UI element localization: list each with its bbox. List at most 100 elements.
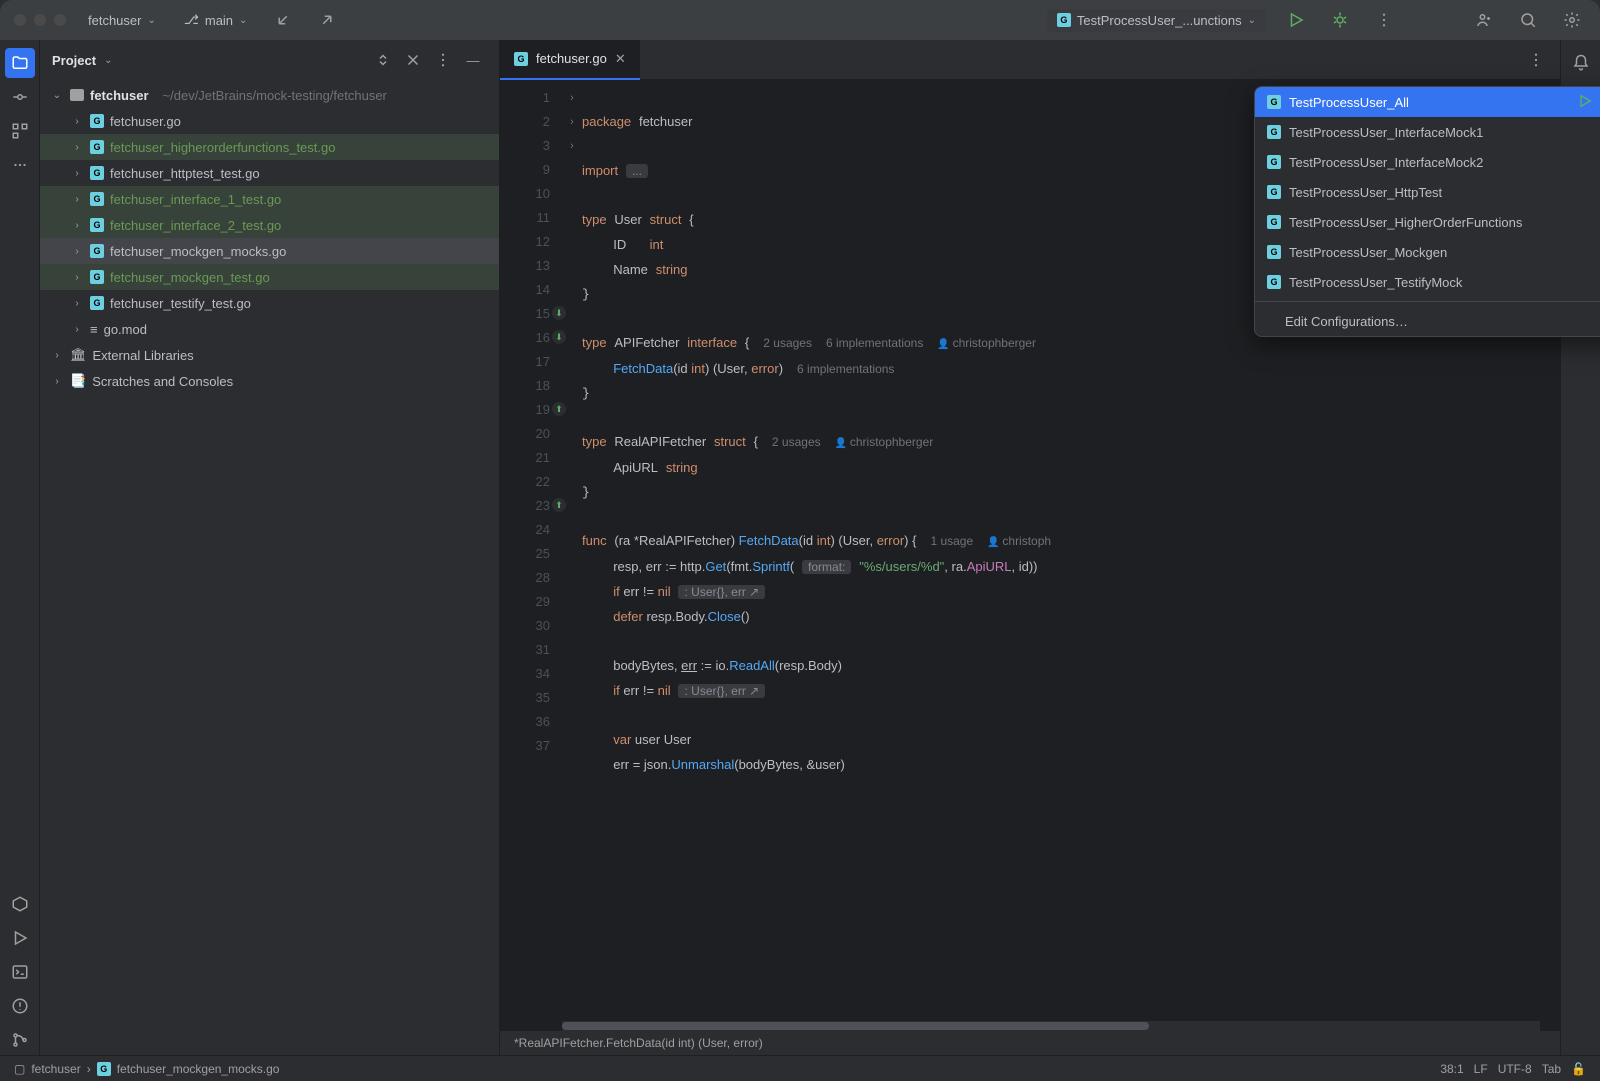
chevron-down-icon[interactable]: ⌄ <box>104 55 112 66</box>
tree-root[interactable]: ⌄ fetchuser ~/dev/JetBrains/mock-testing… <box>40 82 499 108</box>
tab-label: fetchuser.go <box>536 51 607 66</box>
expand-icon[interactable]: › <box>70 272 84 283</box>
tree-file[interactable]: ›Gfetchuser_testify_test.go <box>40 290 499 316</box>
expand-icon[interactable]: › <box>70 298 84 309</box>
breadcrumb[interactable]: ▢ fetchuser › G fetchuser_mockgen_mocks.… <box>14 1062 279 1076</box>
expand-icon[interactable]: › <box>70 194 84 205</box>
hide-panel-icon[interactable]: — <box>459 46 487 74</box>
expand-icon[interactable]: › <box>70 324 84 335</box>
fold-column[interactable]: ››› <box>562 80 582 802</box>
debug-button[interactable] <box>1326 6 1354 34</box>
expand-icon[interactable]: › <box>70 246 84 257</box>
chevron-down-icon: ⌄ <box>239 15 247 26</box>
scratch-label: Scratches and Consoles <box>92 374 233 389</box>
run-config-item[interactable]: GTestProcessUser_InterfaceMock2 <box>1255 147 1600 177</box>
file-label: fetchuser_interface_2_test.go <box>110 218 281 233</box>
services-tool-button[interactable] <box>5 889 35 919</box>
code-with-me-icon[interactable] <box>1470 6 1498 34</box>
collapse-icon[interactable] <box>399 46 427 74</box>
run-config-item[interactable]: GTestProcessUser_HigherOrderFunctions <box>1255 207 1600 237</box>
close-tab-icon[interactable]: ✕ <box>615 51 626 67</box>
external-libraries[interactable]: › 🏛 External Libraries <box>40 342 499 368</box>
tree-file[interactable]: ›Gfetchuser_mockgen_test.go <box>40 264 499 290</box>
run-tool-button[interactable] <box>5 923 35 953</box>
tree-file[interactable]: ›Gfetchuser_higherorderfunctions_test.go <box>40 134 499 160</box>
file-label: fetchuser.go <box>110 114 181 129</box>
tree-file[interactable]: › ≡ go.mod <box>40 316 499 342</box>
structure-tool-button[interactable] <box>5 116 35 146</box>
notifications-icon[interactable] <box>1566 48 1596 78</box>
go-file-icon: G <box>90 114 104 128</box>
search-icon[interactable] <box>1514 6 1542 34</box>
run-config-item[interactable]: GTestProcessUser_HttpTest <box>1255 177 1600 207</box>
tree-file[interactable]: ›Gfetchuser_mockgen_mocks.go <box>40 238 499 264</box>
minimize-window[interactable] <box>34 14 46 26</box>
expand-icon[interactable]: › <box>70 168 84 179</box>
panel-more-icon[interactable] <box>429 46 457 74</box>
maximize-window[interactable] <box>54 14 66 26</box>
file-label: go.mod <box>104 322 147 337</box>
tree-file[interactable]: › Gfetchuser_interface_1_test.go <box>40 186 499 212</box>
git-branch-selector[interactable]: ⎇ main ⌄ <box>178 8 254 32</box>
terminal-tool-button[interactable] <box>5 957 35 987</box>
expand-icon[interactable]: › <box>70 220 84 231</box>
select-file-icon[interactable] <box>369 46 397 74</box>
tree-file[interactable]: ›Gfetchuser_httptest_test.go <box>40 160 499 186</box>
mod-icon: ≡ <box>90 322 98 337</box>
project-panel-header: Project ⌄ — <box>40 40 499 80</box>
run-button[interactable] <box>1282 6 1310 34</box>
module-icon: ▢ <box>14 1062 25 1076</box>
config-label: TestProcessUser_Mockgen <box>1289 245 1447 260</box>
chevron-down-icon: ⌄ <box>147 15 155 26</box>
outgoing-icon[interactable] <box>313 6 341 34</box>
run-config-item[interactable]: GTestProcessUser_All <box>1255 87 1600 117</box>
line-gutter: 1239101112131415⬇16⬇171819⬆20212223⬆2425… <box>500 80 562 802</box>
expand-icon[interactable]: › <box>70 116 84 127</box>
line-ending[interactable]: LF <box>1474 1062 1488 1076</box>
run-config-item[interactable]: GTestProcessUser_InterfaceMock1 <box>1255 117 1600 147</box>
project-tree[interactable]: ⌄ fetchuser ~/dev/JetBrains/mock-testing… <box>40 80 499 1055</box>
chevron-down-icon: ⌄ <box>1248 15 1256 26</box>
horizontal-scrollbar[interactable] <box>562 1021 1540 1031</box>
commit-tool-button[interactable] <box>5 82 35 112</box>
scratches-consoles[interactable]: › 📑 Scratches and Consoles <box>40 368 499 394</box>
run-config-selector[interactable]: G TestProcessUser_...unctions ⌄ <box>1047 9 1266 32</box>
tab-more-icon[interactable] <box>1522 46 1550 74</box>
more-actions-button[interactable] <box>1370 6 1398 34</box>
settings-icon[interactable] <box>1558 6 1586 34</box>
go-file-icon: G <box>97 1062 111 1076</box>
tree-file[interactable]: › Gfetchuser.go <box>40 108 499 134</box>
editor-tab[interactable]: G fetchuser.go ✕ <box>500 40 640 80</box>
readonly-lock-icon[interactable]: 🔓 <box>1571 1062 1586 1076</box>
file-label: fetchuser_interface_1_test.go <box>110 192 281 207</box>
run-config-item[interactable]: GTestProcessUser_Mockgen <box>1255 237 1600 267</box>
config-label: TestProcessUser_InterfaceMock1 <box>1289 125 1483 140</box>
edit-configurations[interactable]: Edit Configurations… <box>1255 306 1600 336</box>
library-icon: 🏛 <box>70 347 87 363</box>
expand-icon[interactable]: ⌄ <box>50 90 64 101</box>
file-label: fetchuser_mockgen_mocks.go <box>110 244 286 259</box>
close-window[interactable] <box>14 14 26 26</box>
incoming-icon[interactable] <box>269 6 297 34</box>
expand-icon[interactable]: › <box>70 142 84 153</box>
main-area: Project ⌄ — ⌄ fetchuser ~/dev/JetBrains/… <box>0 40 1600 1055</box>
go-run-icon: G <box>1267 95 1281 109</box>
vcs-tool-button[interactable] <box>5 1025 35 1055</box>
go-run-icon: G <box>1267 275 1281 289</box>
project-selector[interactable]: fetchuser ⌄ <box>82 9 162 32</box>
encoding[interactable]: UTF-8 <box>1498 1062 1532 1076</box>
config-label: TestProcessUser_HttpTest <box>1289 185 1442 200</box>
tree-file[interactable]: ›Gfetchuser_interface_2_test.go <box>40 212 499 238</box>
project-tool-button[interactable] <box>5 48 35 78</box>
edit-config-label: Edit Configurations… <box>1285 314 1408 329</box>
indent-mode[interactable]: Tab <box>1542 1062 1561 1076</box>
more-tools-button[interactable] <box>5 150 35 180</box>
go-file-icon: G <box>90 140 104 154</box>
branch-label: main <box>205 13 233 28</box>
caret-position[interactable]: 38:1 <box>1440 1062 1463 1076</box>
run-config-dropdown: GTestProcessUser_AllGTestProcessUser_Int… <box>1254 86 1600 337</box>
go-file-icon: G <box>514 52 528 66</box>
run-config-item[interactable]: GTestProcessUser_TestifyMock <box>1255 267 1600 297</box>
go-file-icon: G <box>90 192 104 206</box>
problems-tool-button[interactable] <box>5 991 35 1021</box>
